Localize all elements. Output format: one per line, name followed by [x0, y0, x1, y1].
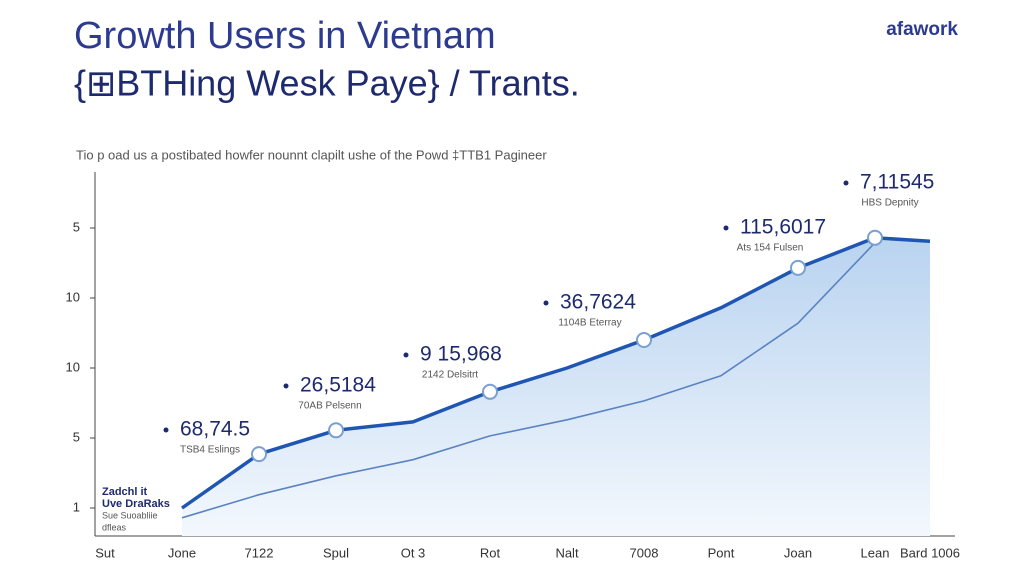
annotation-sub: TSB4 Eslings [180, 445, 240, 456]
y-tick-label: 1 [73, 499, 80, 514]
point-marker [790, 259, 806, 276]
annotation-sub: HBS Depnity [861, 198, 918, 209]
legend-text: Uve DraRaks [102, 498, 170, 510]
x-tick-label: 7008 [630, 545, 659, 560]
area-fill [182, 237, 930, 537]
point-marker [251, 446, 267, 463]
legend-text: Sue Suoabliie [102, 510, 158, 520]
annotation-dot [723, 225, 729, 231]
x-tick-label: Nalt [555, 545, 579, 560]
point-marker [482, 383, 498, 400]
x-tick-label: Lean [861, 545, 890, 560]
series-line [181, 242, 876, 519]
annotation-dot [283, 383, 289, 389]
note: Tio p oad us a postibated howfer nounnt … [76, 147, 547, 162]
x-tick-label: Ot 3 [401, 545, 426, 560]
x-tick-label: Spul [323, 545, 349, 560]
series-line [180, 236, 931, 510]
y-tick-label: 10 [66, 359, 80, 374]
annotation-sub: 1104B Eterray [558, 318, 621, 329]
annotation-dot [403, 352, 409, 358]
annotation-value: 115,6017 [740, 216, 826, 239]
y-tick-label: 5 [73, 429, 80, 444]
annotation-sub: 2142 Delsitrt [422, 370, 478, 381]
point-marker [867, 229, 883, 246]
x-tick-label: Jone [168, 545, 196, 560]
legend-text: Zadchl it [102, 486, 148, 498]
x-tick-label: Bard 1006 [900, 545, 960, 560]
y-tick-label: 5 [73, 219, 80, 234]
x-tick-label: Joan [784, 545, 812, 560]
x-tick-label: Pont [708, 545, 735, 560]
annotation-value: 36,7624 [560, 291, 636, 314]
x-tick-label: Rot [480, 545, 501, 560]
chart-subtitle: {⊞BTHing Wesk Paye} / Trants. [74, 63, 580, 104]
x-tick-label: Sut [95, 545, 115, 560]
point-marker [636, 332, 652, 348]
area-layer [182, 237, 930, 537]
annotation-dot [163, 427, 169, 433]
annotation-sub: 70AB Pelsenn [298, 401, 361, 412]
brand: afawork [886, 19, 958, 40]
annotation-value: 9 15,968 [420, 343, 502, 366]
annotation-dot [543, 300, 549, 306]
annotation-value: 7,11545 [860, 171, 934, 194]
annotation-value: 26,5184 [300, 374, 376, 397]
annotation-sub: Ats 154 Fulsen [737, 243, 804, 254]
chart-title: Growth Users in Vietnam [74, 15, 496, 57]
y-tick-label: 10 [66, 289, 80, 304]
legend-text: dfleas [102, 522, 127, 532]
point-marker [328, 422, 344, 439]
annotation-dot [843, 180, 849, 186]
annotation-value: 68,74.5 [180, 418, 250, 441]
x-tick-label: 7122 [245, 545, 274, 560]
